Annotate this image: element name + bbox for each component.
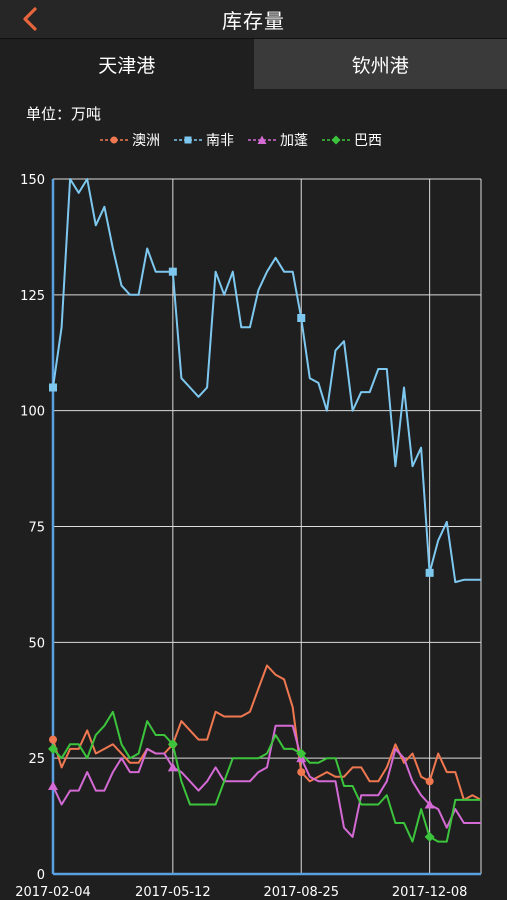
data-point[interactable]	[167, 739, 178, 750]
series-line-1	[52, 178, 481, 584]
legend-label: 巴西	[354, 133, 382, 149]
legend-label: 加蓬	[280, 133, 308, 149]
y-tick-label: 100	[20, 405, 45, 420]
series-line-3	[52, 710, 481, 843]
tab-tianjin[interactable]: 天津港	[0, 39, 254, 89]
data-point[interactable]	[49, 735, 57, 744]
data-point[interactable]	[424, 799, 435, 809]
data-point[interactable]	[296, 748, 307, 759]
x-tick-label: 2017-02-04	[15, 885, 91, 900]
data-point[interactable]	[48, 780, 58, 790]
y-tick-label: 0	[37, 868, 45, 883]
series-line-0	[52, 664, 482, 801]
legend-item-aus[interactable]: 澳洲	[100, 130, 160, 150]
legend-label: 南非	[206, 133, 234, 149]
legend-item-gabon[interactable]: 加蓬	[248, 130, 308, 150]
chevron-left-icon[interactable]	[18, 6, 44, 32]
x-tick-label: 2017-05-12	[135, 885, 211, 900]
top-bar: 库存量	[0, 0, 507, 39]
legend-line-marker-diamond	[322, 135, 350, 145]
chart-legend: 澳洲 南非 加蓬 巴西	[100, 130, 382, 150]
y-tick-label: 125	[20, 289, 45, 304]
data-point[interactable]	[425, 568, 434, 577]
legend-line-marker-circle	[100, 136, 128, 144]
tab-qinzhou[interactable]: 钦州港	[253, 39, 507, 89]
legend-line-marker-triangle	[248, 135, 276, 144]
data-point[interactable]	[297, 768, 306, 777]
y-tick-label: 75	[28, 521, 45, 536]
data-point[interactable]	[297, 314, 306, 322]
port-tabs: 天津港 钦州港	[0, 39, 507, 89]
data-point[interactable]	[167, 762, 178, 772]
inventory-line-chart: 0 25 50 75 100 125 150 2017-02-04 2017-05-12 2017…	[15, 173, 482, 900]
legend-item-sa[interactable]: 南非	[174, 130, 234, 150]
data-point[interactable]	[425, 777, 434, 786]
data-point[interactable]	[49, 383, 57, 392]
legend-item-brazil[interactable]: 巴西	[322, 130, 382, 150]
unit-label: 单位：万吨	[26, 105, 102, 123]
data-point[interactable]	[168, 267, 177, 276]
y-tick-label: 50	[28, 636, 45, 651]
page-title: 库存量	[222, 8, 285, 33]
legend-label: 澳洲	[132, 133, 160, 149]
y-tick-label: 25	[28, 752, 45, 767]
data-point[interactable]	[48, 743, 58, 754]
x-tick-label: 2017-12-08	[392, 885, 468, 900]
y-tick-label: 150	[20, 173, 45, 188]
x-tick-label: 2017-08-25	[263, 885, 339, 900]
legend-line-marker-square	[174, 136, 202, 144]
data-point[interactable]	[424, 831, 435, 842]
series-line-2	[52, 724, 481, 838]
